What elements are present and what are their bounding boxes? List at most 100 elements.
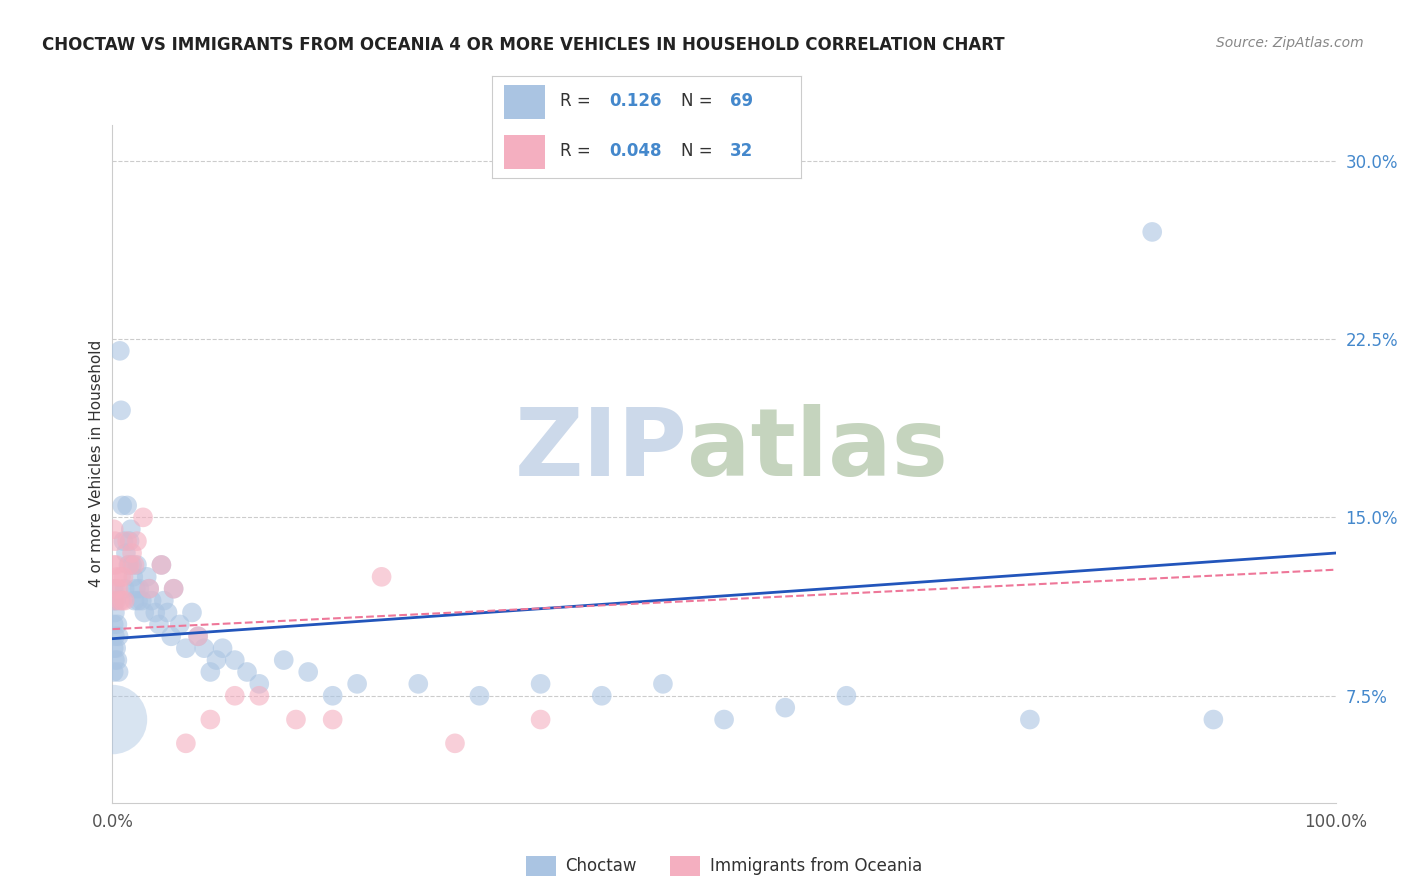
Text: R =: R =	[560, 142, 596, 160]
Text: 69: 69	[730, 93, 754, 111]
Point	[103, 558, 125, 572]
Point	[138, 582, 160, 596]
Point	[105, 558, 128, 572]
Point	[103, 617, 125, 632]
Point	[135, 570, 157, 584]
Point	[103, 593, 125, 607]
Point	[134, 606, 156, 620]
Point	[181, 606, 204, 620]
Point	[200, 713, 222, 727]
Text: atlas: atlas	[688, 404, 949, 496]
Text: N =: N =	[681, 142, 717, 160]
Point	[118, 558, 141, 572]
Point	[101, 713, 124, 727]
Point	[193, 641, 215, 656]
Bar	[505, 136, 544, 169]
Point	[111, 593, 134, 607]
Text: N =: N =	[681, 93, 717, 111]
Legend: Choctaw, Immigrants from Oceania: Choctaw, Immigrants from Oceania	[519, 849, 929, 882]
Point	[105, 593, 128, 607]
Point	[104, 606, 127, 620]
Point	[652, 677, 675, 691]
Point	[105, 653, 128, 667]
Point	[169, 617, 191, 632]
Point	[205, 653, 228, 667]
Point	[115, 546, 138, 560]
Point	[187, 629, 209, 643]
Point	[1142, 225, 1164, 239]
Point	[163, 582, 186, 596]
Point	[105, 617, 128, 632]
Point	[835, 689, 858, 703]
Point	[104, 534, 127, 549]
Point	[132, 510, 155, 524]
Point	[187, 629, 209, 643]
Point	[121, 546, 143, 560]
Point	[153, 593, 176, 607]
Point	[297, 665, 319, 679]
Point	[103, 522, 125, 536]
Point	[224, 653, 246, 667]
Point	[117, 558, 139, 572]
Point	[529, 677, 551, 691]
Point	[125, 582, 148, 596]
Point	[174, 736, 197, 750]
Point	[200, 665, 222, 679]
Point	[114, 593, 136, 607]
Point	[148, 617, 170, 632]
Point	[121, 558, 143, 572]
Point	[111, 499, 134, 513]
Point	[1018, 713, 1040, 727]
Point	[103, 665, 125, 679]
Point	[108, 343, 131, 358]
Point	[156, 606, 179, 620]
Point	[110, 403, 132, 417]
Point	[124, 558, 146, 572]
Point	[107, 582, 129, 596]
Text: R =: R =	[560, 93, 596, 111]
Point	[408, 677, 430, 691]
Point	[120, 522, 142, 536]
Point	[105, 582, 128, 596]
Point	[529, 713, 551, 727]
Point	[468, 689, 491, 703]
Point	[125, 534, 148, 549]
Text: ZIP: ZIP	[515, 404, 688, 496]
Point	[105, 641, 128, 656]
Point	[143, 606, 166, 620]
Point	[128, 582, 150, 596]
Point	[174, 641, 197, 656]
Point	[104, 629, 127, 643]
Point	[591, 689, 613, 703]
Point	[370, 570, 392, 584]
Point	[103, 582, 125, 596]
Point	[127, 593, 149, 607]
Point	[112, 570, 135, 584]
Point	[104, 653, 127, 667]
Point	[124, 593, 146, 607]
Bar	[505, 85, 544, 119]
Text: CHOCTAW VS IMMIGRANTS FROM OCEANIA 4 OR MORE VEHICLES IN HOUSEHOLD CORRELATION C: CHOCTAW VS IMMIGRANTS FROM OCEANIA 4 OR …	[42, 36, 1005, 54]
Point	[112, 534, 135, 549]
Text: Source: ZipAtlas.com: Source: ZipAtlas.com	[1216, 36, 1364, 50]
Point	[284, 713, 308, 727]
Point	[115, 499, 138, 513]
Point	[114, 582, 136, 596]
Y-axis label: 4 or more Vehicles in Household: 4 or more Vehicles in Household	[89, 340, 104, 588]
Text: 0.048: 0.048	[610, 142, 662, 160]
Point	[160, 629, 183, 643]
Point	[141, 593, 163, 607]
Point	[236, 665, 259, 679]
Point	[108, 593, 131, 607]
Point	[107, 629, 129, 643]
Point	[150, 558, 173, 572]
Text: 32: 32	[730, 142, 754, 160]
Point	[713, 713, 735, 727]
Point	[115, 534, 138, 549]
Point	[247, 677, 270, 691]
Point	[273, 653, 295, 667]
Point	[247, 689, 270, 703]
Point	[444, 736, 467, 750]
Point	[163, 582, 186, 596]
Point	[150, 558, 173, 572]
